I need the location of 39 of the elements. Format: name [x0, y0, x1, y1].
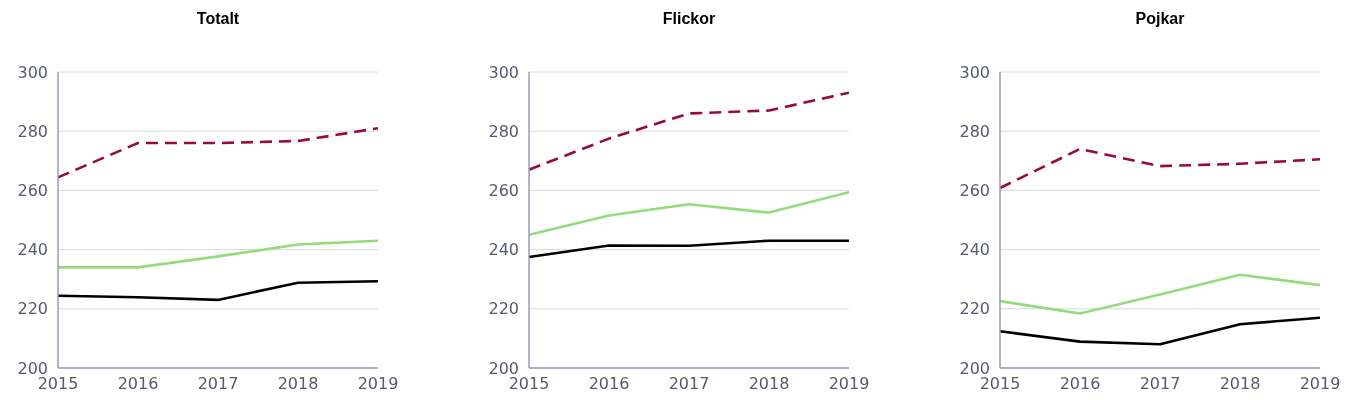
x-tick-label: 2017 — [1139, 374, 1181, 394]
y-tick-label: 260 — [959, 181, 990, 201]
x-tick-label: 2018 — [1219, 374, 1261, 394]
y-tick-label: 220 — [488, 299, 519, 319]
line-series — [529, 91, 849, 171]
y-tick-label: 260 — [17, 181, 48, 201]
y-tick-label: 260 — [488, 181, 519, 201]
chart-title: Flickor — [661, 9, 717, 29]
x-tick-label: 2019 — [1299, 374, 1341, 394]
line-series — [58, 279, 378, 302]
y-tick-label: 240 — [488, 240, 519, 260]
y-tick-label: 220 — [17, 299, 48, 319]
y-tick-label: 220 — [959, 299, 990, 319]
line-series — [1000, 316, 1320, 346]
y-tick-label: 300 — [17, 62, 48, 82]
line-series — [1000, 273, 1320, 315]
line-series — [1000, 147, 1320, 190]
line-series — [529, 239, 849, 259]
line-series — [529, 190, 849, 237]
y-tick-label: 240 — [17, 240, 48, 260]
x-tick-label: 2018 — [748, 374, 790, 394]
line-series — [58, 239, 378, 269]
y-tick-label: 280 — [488, 121, 519, 141]
x-tick-label: 2019 — [357, 374, 399, 394]
x-tick-label: 2019 — [828, 374, 870, 394]
chart-title: Totalt — [195, 9, 241, 29]
x-tick-label: 2018 — [277, 374, 319, 394]
line-series — [58, 126, 378, 179]
y-tick-label: 300 — [959, 62, 990, 82]
x-tick-label: 2017 — [197, 374, 239, 394]
y-tick-label: 280 — [17, 121, 48, 141]
x-tick-label: 2017 — [668, 374, 710, 394]
y-tick-label: 240 — [959, 240, 990, 260]
x-tick-label: 2016 — [117, 374, 159, 394]
y-tick-label: 300 — [488, 62, 519, 82]
x-tick-label: 2016 — [1059, 374, 1101, 394]
x-tick-label: 2016 — [588, 374, 630, 394]
y-tick-label: 280 — [959, 121, 990, 141]
chart-title: Pojkar — [1134, 9, 1186, 29]
